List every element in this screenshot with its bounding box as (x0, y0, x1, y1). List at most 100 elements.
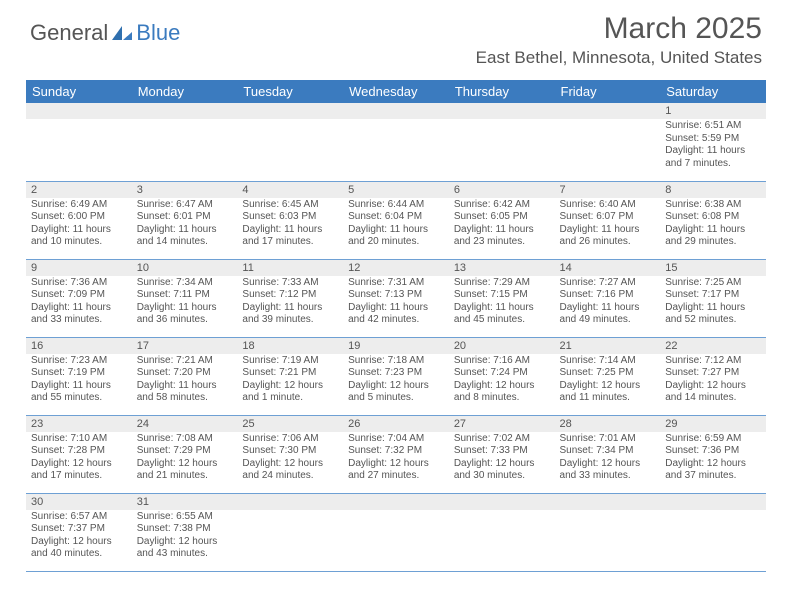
day-header: Sunday (26, 80, 132, 103)
daylight-text: Daylight: 12 hours and 33 minutes. (560, 458, 656, 483)
sunrise-text: Sunrise: 6:51 AM (665, 120, 761, 133)
calendar-day-cell: 8Sunrise: 6:38 AMSunset: 6:08 PMDaylight… (660, 181, 766, 259)
calendar-week-row: 30Sunrise: 6:57 AMSunset: 7:37 PMDayligh… (26, 493, 766, 571)
calendar-day-cell (449, 103, 555, 181)
daylight-text: Daylight: 11 hours and 49 minutes. (560, 302, 656, 327)
daylight-text: Daylight: 12 hours and 5 minutes. (348, 380, 444, 405)
daylight-text: Daylight: 12 hours and 24 minutes. (242, 458, 338, 483)
daylight-text: Daylight: 11 hours and 14 minutes. (137, 224, 233, 249)
day-number: 1 (660, 103, 766, 119)
sunset-text: Sunset: 6:08 PM (665, 211, 761, 224)
calendar-day-cell: 4Sunrise: 6:45 AMSunset: 6:03 PMDaylight… (237, 181, 343, 259)
daylight-text: Daylight: 11 hours and 26 minutes. (560, 224, 656, 249)
day-details: Sunrise: 7:19 AMSunset: 7:21 PMDaylight:… (237, 354, 343, 408)
sunset-text: Sunset: 7:21 PM (242, 367, 338, 380)
calendar-body: 1Sunrise: 6:51 AMSunset: 5:59 PMDaylight… (26, 103, 766, 571)
sunrise-text: Sunrise: 7:10 AM (31, 433, 127, 446)
day-details: Sunrise: 7:14 AMSunset: 7:25 PMDaylight:… (555, 354, 661, 408)
daylight-text: Daylight: 12 hours and 1 minute. (242, 380, 338, 405)
sunrise-text: Sunrise: 6:49 AM (31, 199, 127, 212)
calendar-day-cell: 21Sunrise: 7:14 AMSunset: 7:25 PMDayligh… (555, 337, 661, 415)
day-details: Sunrise: 7:34 AMSunset: 7:11 PMDaylight:… (132, 276, 238, 330)
brand-part2: Blue (136, 20, 180, 46)
daylight-text: Daylight: 12 hours and 11 minutes. (560, 380, 656, 405)
calendar-week-row: 23Sunrise: 7:10 AMSunset: 7:28 PMDayligh… (26, 415, 766, 493)
day-details (555, 510, 661, 560)
sunset-text: Sunset: 7:29 PM (137, 445, 233, 458)
daylight-text: Daylight: 12 hours and 40 minutes. (31, 536, 127, 561)
sunrise-text: Sunrise: 6:38 AM (665, 199, 761, 212)
day-number: 30 (26, 494, 132, 510)
sunrise-text: Sunrise: 7:27 AM (560, 277, 656, 290)
day-details: Sunrise: 7:04 AMSunset: 7:32 PMDaylight:… (343, 432, 449, 486)
day-number: 31 (132, 494, 238, 510)
sunset-text: Sunset: 7:38 PM (137, 523, 233, 536)
sunrise-text: Sunrise: 6:55 AM (137, 511, 233, 524)
day-details: Sunrise: 6:47 AMSunset: 6:01 PMDaylight:… (132, 198, 238, 252)
calendar-day-cell: 25Sunrise: 7:06 AMSunset: 7:30 PMDayligh… (237, 415, 343, 493)
day-details (555, 119, 661, 169)
day-details: Sunrise: 6:38 AMSunset: 6:08 PMDaylight:… (660, 198, 766, 252)
day-details: Sunrise: 7:25 AMSunset: 7:17 PMDaylight:… (660, 276, 766, 330)
daylight-text: Daylight: 11 hours and 29 minutes. (665, 224, 761, 249)
day-details (132, 119, 238, 169)
calendar-day-cell: 15Sunrise: 7:25 AMSunset: 7:17 PMDayligh… (660, 259, 766, 337)
calendar-day-cell: 10Sunrise: 7:34 AMSunset: 7:11 PMDayligh… (132, 259, 238, 337)
calendar-day-cell: 19Sunrise: 7:18 AMSunset: 7:23 PMDayligh… (343, 337, 449, 415)
day-number (449, 103, 555, 119)
sunset-text: Sunset: 7:16 PM (560, 289, 656, 302)
sunset-text: Sunset: 7:36 PM (665, 445, 761, 458)
day-details: Sunrise: 7:29 AMSunset: 7:15 PMDaylight:… (449, 276, 555, 330)
sunrise-text: Sunrise: 7:01 AM (560, 433, 656, 446)
day-number: 9 (26, 260, 132, 276)
page-header: General Blue March 2025 East Bethel, Min… (0, 0, 792, 72)
sunset-text: Sunset: 7:15 PM (454, 289, 550, 302)
day-number (237, 103, 343, 119)
day-number: 18 (237, 338, 343, 354)
day-number: 5 (343, 182, 449, 198)
sunset-text: Sunset: 7:34 PM (560, 445, 656, 458)
sunset-text: Sunset: 7:37 PM (31, 523, 127, 536)
sunset-text: Sunset: 7:23 PM (348, 367, 444, 380)
daylight-text: Daylight: 11 hours and 42 minutes. (348, 302, 444, 327)
day-details: Sunrise: 7:12 AMSunset: 7:27 PMDaylight:… (660, 354, 766, 408)
title-month: March 2025 (476, 12, 762, 46)
sunrise-text: Sunrise: 7:21 AM (137, 355, 233, 368)
daylight-text: Daylight: 11 hours and 20 minutes. (348, 224, 444, 249)
sunset-text: Sunset: 7:24 PM (454, 367, 550, 380)
day-details (660, 510, 766, 560)
calendar-day-cell: 26Sunrise: 7:04 AMSunset: 7:32 PMDayligh… (343, 415, 449, 493)
day-details (343, 119, 449, 169)
brand-logo: General Blue (30, 20, 180, 46)
day-number: 14 (555, 260, 661, 276)
day-number: 2 (26, 182, 132, 198)
calendar-day-cell (660, 493, 766, 571)
sunrise-text: Sunrise: 7:25 AM (665, 277, 761, 290)
sunrise-text: Sunrise: 6:42 AM (454, 199, 550, 212)
calendar-day-cell: 2Sunrise: 6:49 AMSunset: 6:00 PMDaylight… (26, 181, 132, 259)
day-header-row: Sunday Monday Tuesday Wednesday Thursday… (26, 80, 766, 103)
calendar-week-row: 1Sunrise: 6:51 AMSunset: 5:59 PMDaylight… (26, 103, 766, 181)
sunset-text: Sunset: 7:11 PM (137, 289, 233, 302)
calendar-day-cell: 28Sunrise: 7:01 AMSunset: 7:34 PMDayligh… (555, 415, 661, 493)
day-details: Sunrise: 7:16 AMSunset: 7:24 PMDaylight:… (449, 354, 555, 408)
day-number: 24 (132, 416, 238, 432)
sunrise-text: Sunrise: 7:16 AM (454, 355, 550, 368)
sunrise-text: Sunrise: 6:57 AM (31, 511, 127, 524)
day-details: Sunrise: 7:18 AMSunset: 7:23 PMDaylight:… (343, 354, 449, 408)
day-header: Wednesday (343, 80, 449, 103)
calendar-day-cell (132, 103, 238, 181)
day-details: Sunrise: 7:27 AMSunset: 7:16 PMDaylight:… (555, 276, 661, 330)
calendar-day-cell (555, 493, 661, 571)
sunrise-text: Sunrise: 6:40 AM (560, 199, 656, 212)
sunset-text: Sunset: 7:13 PM (348, 289, 444, 302)
sunrise-text: Sunrise: 7:08 AM (137, 433, 233, 446)
daylight-text: Daylight: 11 hours and 55 minutes. (31, 380, 127, 405)
day-number (343, 494, 449, 510)
calendar-day-cell: 31Sunrise: 6:55 AMSunset: 7:38 PMDayligh… (132, 493, 238, 571)
day-details: Sunrise: 6:45 AMSunset: 6:03 PMDaylight:… (237, 198, 343, 252)
calendar-day-cell: 18Sunrise: 7:19 AMSunset: 7:21 PMDayligh… (237, 337, 343, 415)
sunrise-text: Sunrise: 7:04 AM (348, 433, 444, 446)
calendar-day-cell: 11Sunrise: 7:33 AMSunset: 7:12 PMDayligh… (237, 259, 343, 337)
calendar-day-cell: 23Sunrise: 7:10 AMSunset: 7:28 PMDayligh… (26, 415, 132, 493)
